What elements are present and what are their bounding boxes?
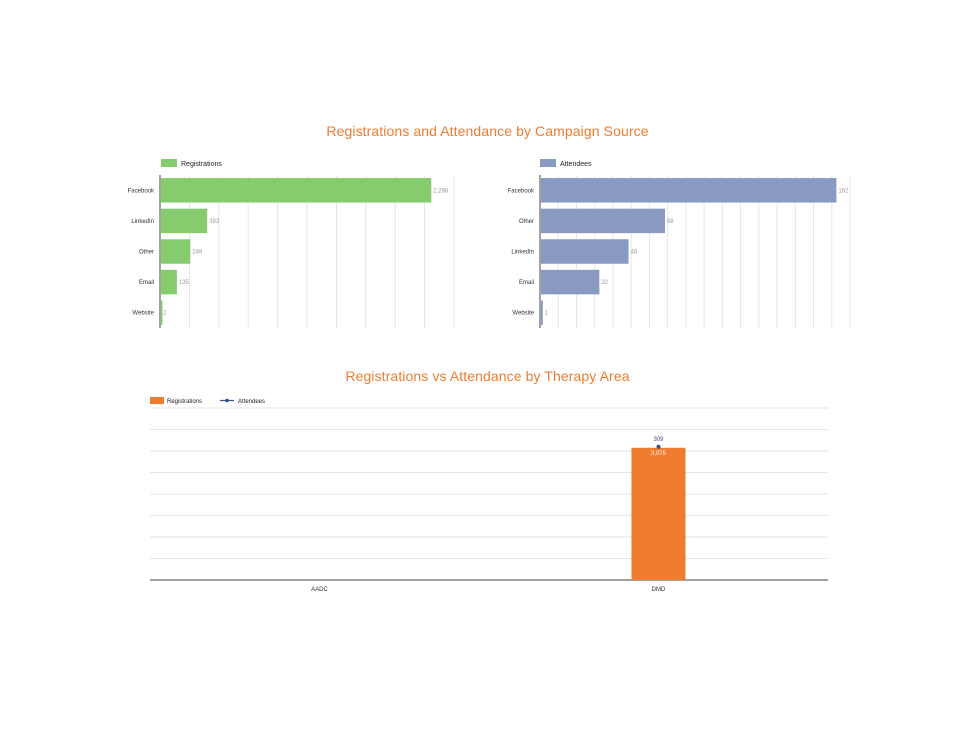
bar-website — [161, 300, 163, 325]
y-tick-linkedin: LinkedIn — [511, 250, 534, 256]
x-tick-aadc: AADC — [311, 587, 328, 593]
bar-website — [541, 300, 543, 325]
bar-email — [541, 269, 600, 295]
data-label-email: 135 — [179, 280, 190, 286]
y-tick-other: Other — [519, 219, 534, 225]
data-label-other: 68 — [667, 219, 674, 225]
therapy-area-chart: Registrations Attendees AADC 3,075 309 DMD — [150, 397, 828, 593]
legend-label-attendees: Attendees — [560, 161, 592, 168]
bar-dmd — [631, 447, 686, 580]
bar-linkedin — [541, 239, 629, 264]
bar-other — [161, 239, 191, 264]
y-tick-facebook: Facebook — [128, 188, 155, 194]
y-tick-linkedin: LinkedIn — [131, 219, 154, 225]
data-label-linkedin: 393 — [209, 219, 220, 225]
bar-label-dmd: 3,075 — [651, 451, 667, 457]
chart-title-therapy-area: Registrations vs Attendance by Therapy A… — [345, 368, 630, 384]
y-tick-website: Website — [132, 311, 154, 317]
point-attendees-dmd — [656, 444, 661, 449]
legend-swatch-registrations — [161, 159, 177, 167]
y-tick-other: Other — [139, 250, 154, 256]
bar-email — [161, 269, 177, 295]
y-tick-email: Email — [139, 280, 154, 286]
y-tick-website: Website — [512, 311, 534, 317]
legend-label-attendees: Attendees — [238, 399, 265, 405]
data-label-email: 32 — [601, 280, 608, 286]
bar-linkedin — [161, 208, 208, 234]
y-tick-facebook: Facebook — [508, 188, 535, 194]
legend-swatch-attendees — [540, 159, 556, 167]
point-label-dmd: 309 — [653, 437, 664, 443]
x-tick-dmd: DMD — [652, 587, 666, 593]
data-label-website: 1 — [545, 311, 549, 317]
bar-facebook — [161, 178, 432, 203]
legend-swatch-registrations — [150, 397, 164, 404]
data-label-other: 249 — [192, 250, 203, 256]
chart-title-campaign-source: Registrations and Attendance by Campaign… — [326, 123, 649, 139]
legend-label-registrations: Registrations — [167, 399, 202, 405]
legend-label-registrations: Registrations — [181, 161, 222, 168]
bar-facebook — [541, 178, 837, 203]
data-label-facebook: 2,298 — [433, 188, 449, 194]
bar-other — [541, 208, 665, 234]
attendees-by-source-chart: Attendees Facebook 162 Other 68 LinkedIn 48 Ema… — [508, 159, 851, 328]
legend-marker-attendees — [225, 398, 229, 403]
data-label-facebook: 162 — [838, 188, 849, 194]
data-label-website: 2 — [163, 311, 167, 317]
registrations-by-source-chart: Registrations Facebook 2,298 LinkedIn 393 Oth… — [128, 159, 455, 328]
data-label-linkedin: 48 — [631, 250, 638, 256]
y-tick-email: Email — [519, 280, 534, 286]
